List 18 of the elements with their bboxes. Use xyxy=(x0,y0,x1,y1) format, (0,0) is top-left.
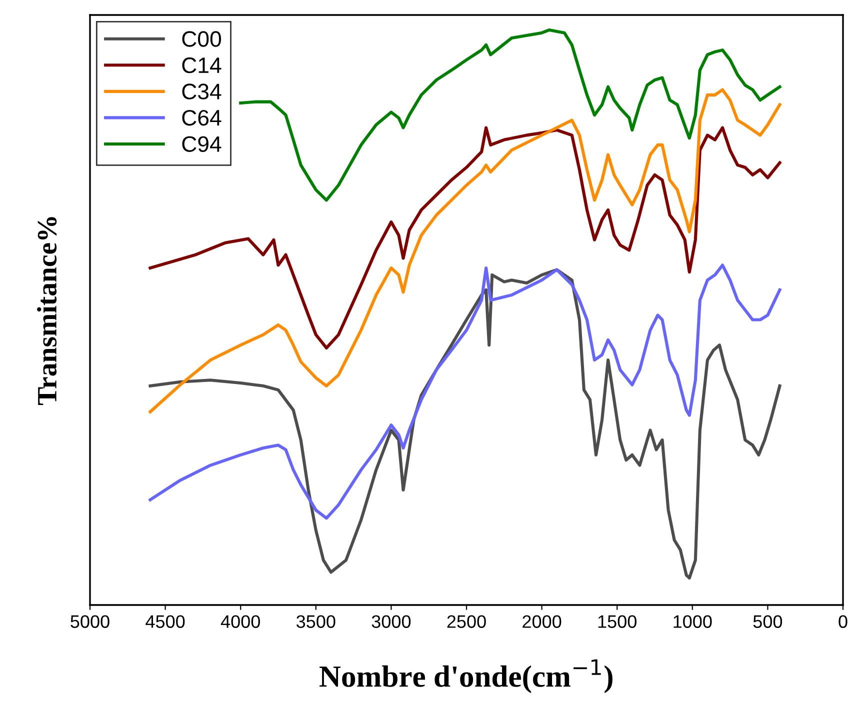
legend-label: C94 xyxy=(182,136,222,152)
x-tick-label: 3000 xyxy=(372,615,411,628)
x-axis-title: Nombre d'onde(cm$^{−1}$) xyxy=(320,659,612,694)
x-tick-label: 5000 xyxy=(70,615,110,628)
x-tick-label: 3500 xyxy=(296,615,336,628)
x-tick-label: 0 xyxy=(838,615,848,628)
x-tick-label: 500 xyxy=(753,615,782,628)
x-tick-label: 2000 xyxy=(522,615,562,628)
legend-label: C64 xyxy=(182,110,222,126)
legend-label: C00 xyxy=(182,31,222,47)
x-tick-label: 2500 xyxy=(447,615,486,628)
y-axis-title: Transmitance% xyxy=(37,217,57,405)
legend-label: C14 xyxy=(182,57,222,74)
x-tick-label: 1500 xyxy=(598,615,636,628)
legend-label: C34 xyxy=(182,84,222,100)
x-tick-label: 1000 xyxy=(674,615,712,628)
x-tick-label: 4000 xyxy=(220,615,260,628)
x-tick-label: 4500 xyxy=(146,615,185,628)
